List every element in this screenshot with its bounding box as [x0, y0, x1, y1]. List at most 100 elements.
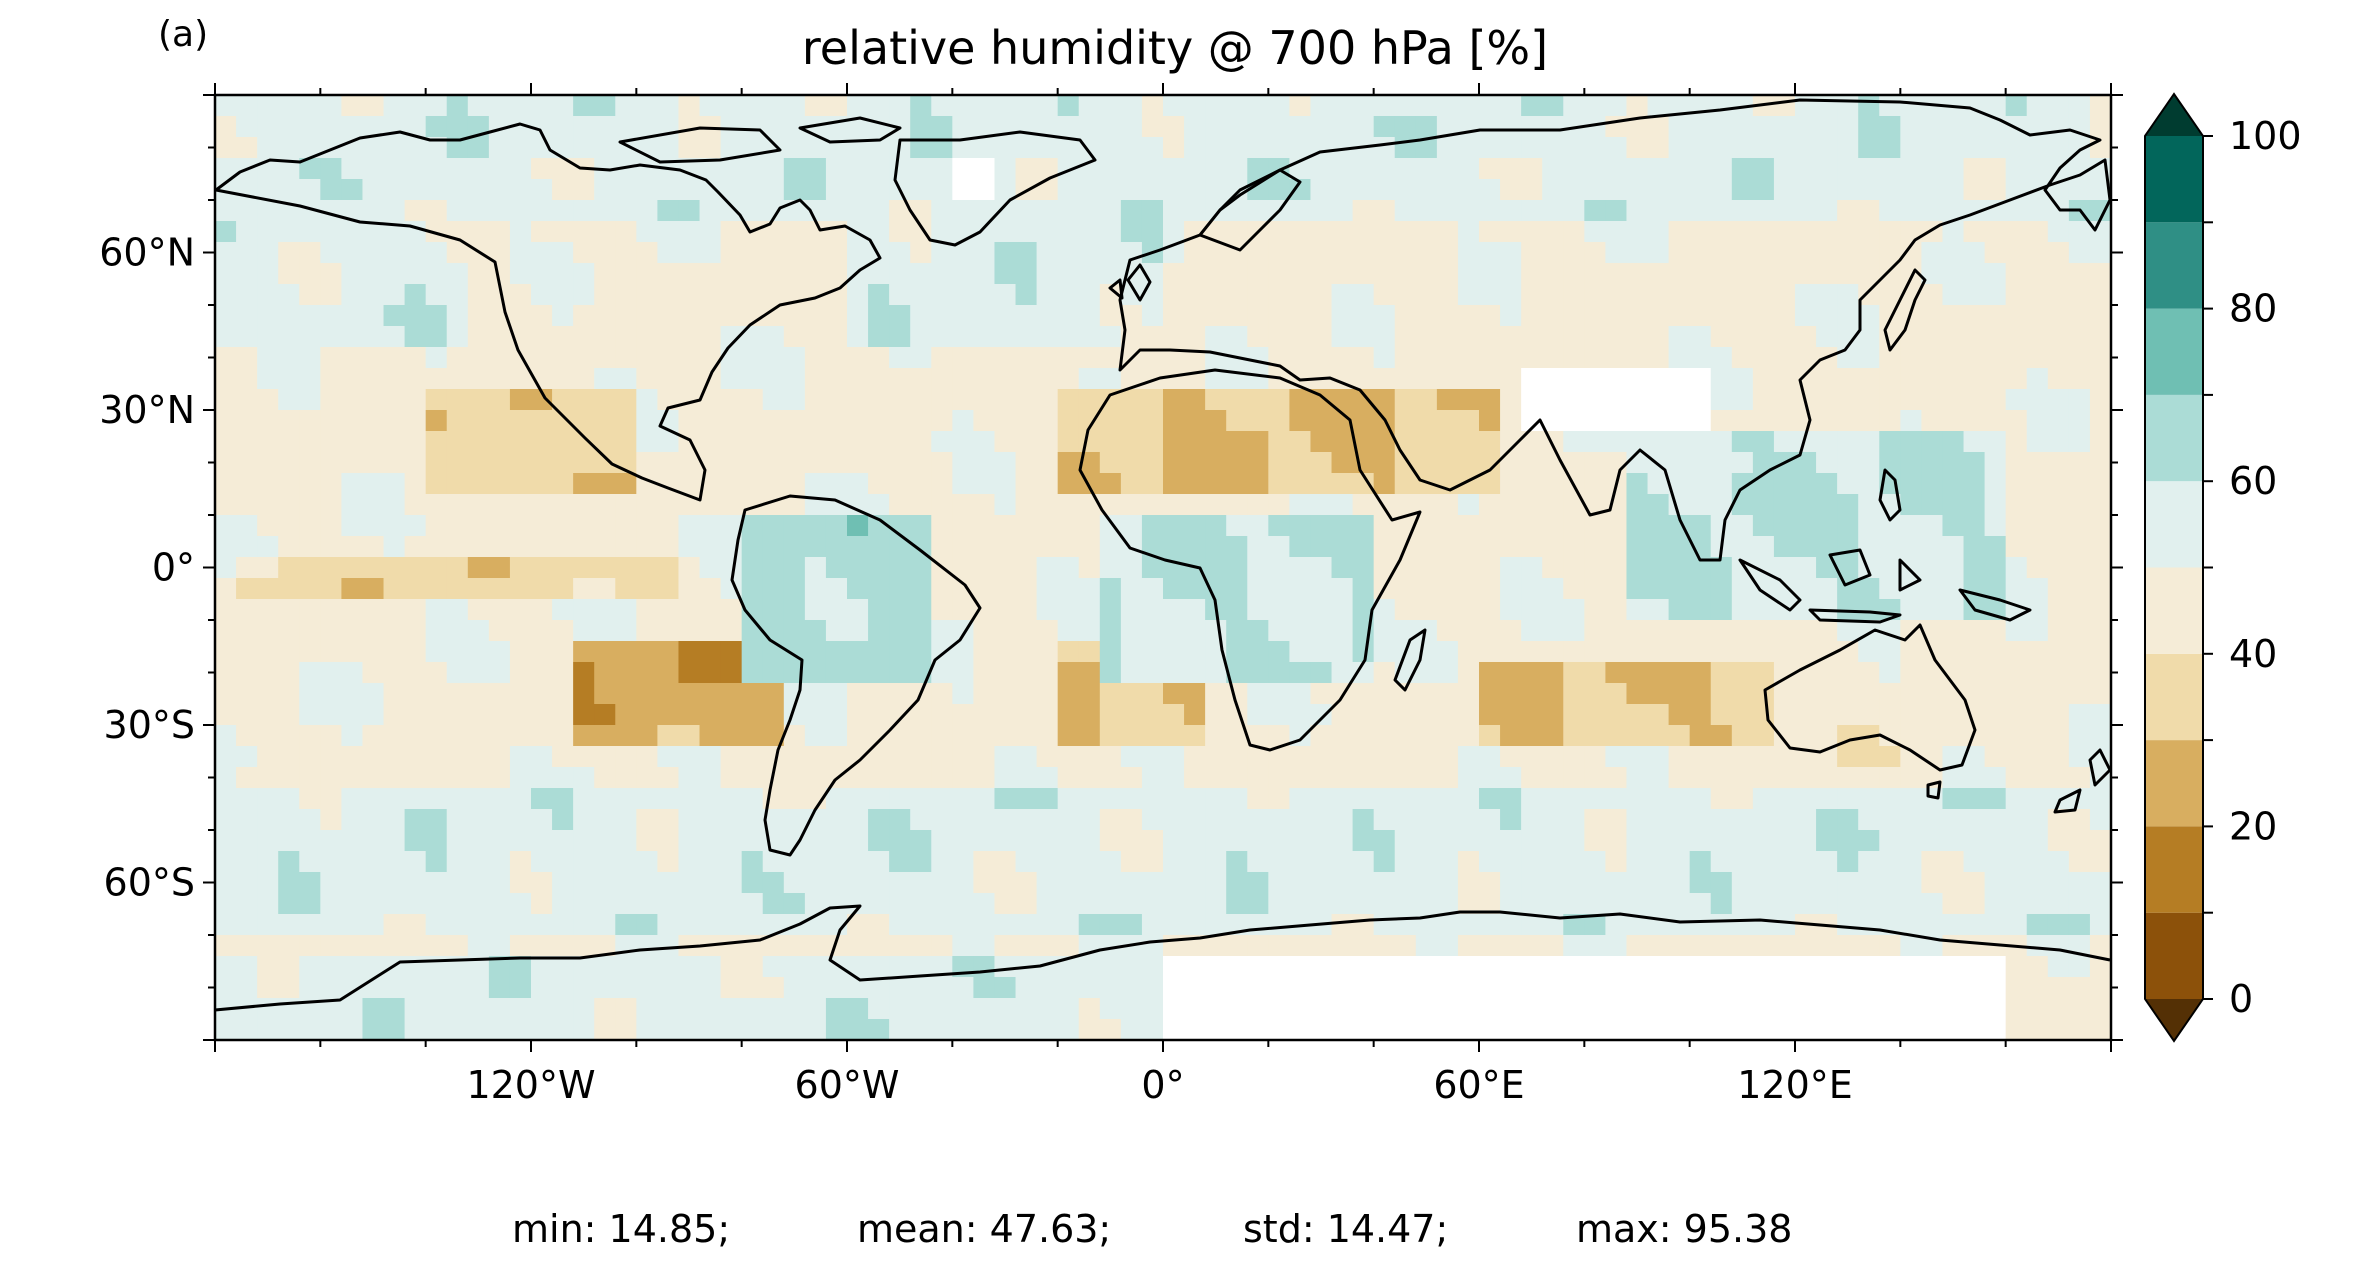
- rh-cell: [1205, 851, 1227, 873]
- rh-cell: [1710, 494, 1733, 516]
- rh-cell: [1563, 872, 1585, 894]
- rh-cell: [320, 662, 342, 684]
- rh-cell: [1415, 935, 1438, 957]
- rh-cell: [1563, 914, 1585, 936]
- rh-cell: [741, 389, 764, 411]
- rh-cell: [1057, 725, 1080, 747]
- rh-cell: [509, 893, 532, 915]
- rh-cell: [1436, 998, 1459, 1020]
- rh-cell: [1795, 851, 1817, 873]
- rh-cell: [531, 956, 553, 978]
- rh-cell: [467, 809, 490, 831]
- rh-cell: [783, 746, 806, 768]
- rh-cell: [1837, 809, 1859, 831]
- rh-cell: [783, 1019, 806, 1041]
- rh-cell: [1099, 452, 1122, 474]
- rh-cell: [2089, 893, 2112, 915]
- rh-cell: [446, 1019, 469, 1041]
- rh-cell: [1752, 767, 1775, 789]
- rh-cell: [2005, 431, 2028, 453]
- rh-cell: [1858, 389, 1880, 411]
- rh-cell: [2068, 578, 2091, 600]
- rh-cell: [1921, 389, 1944, 411]
- rh-cell: [952, 515, 974, 537]
- rh-cell: [1457, 200, 1480, 222]
- rh-cell: [678, 473, 701, 495]
- rh-cell: [678, 599, 701, 621]
- rh-cell: [783, 725, 806, 747]
- rh-cell: [1816, 830, 1838, 852]
- rh-cell: [1331, 578, 1354, 600]
- rh-cell: [1394, 893, 1417, 915]
- rh-cell: [1647, 578, 1670, 600]
- rh-cell: [552, 221, 574, 243]
- rh-cell: [1479, 788, 1501, 810]
- rh-cell: [1120, 851, 1143, 873]
- rh-cell: [1036, 95, 1059, 117]
- rh-cell: [552, 683, 574, 705]
- rh-cell: [1352, 263, 1375, 285]
- rh-cell: [1479, 515, 1501, 537]
- rh-cell: [531, 851, 553, 873]
- rh-cell: [1163, 683, 1185, 705]
- rh-cell: [1015, 725, 1038, 747]
- rh-cell: [1310, 599, 1333, 621]
- rh-cell: [1141, 410, 1164, 432]
- rh-cell: [1394, 851, 1417, 873]
- rh-cell: [1521, 494, 1543, 516]
- rh-cell: [868, 746, 890, 768]
- rh-cell: [1900, 326, 1922, 348]
- rh-cell: [1057, 746, 1080, 768]
- rh-cell: [1436, 221, 1459, 243]
- rh-cell: [804, 368, 827, 390]
- rh-cell: [1226, 494, 1248, 516]
- rh-cell: [531, 935, 553, 957]
- rh-cell: [257, 263, 279, 285]
- rh-cell: [615, 620, 637, 642]
- rh-cell: [1521, 788, 1543, 810]
- rh-cell: [1795, 158, 1817, 180]
- rh-cell: [1078, 914, 1101, 936]
- rh-cell: [341, 998, 364, 1020]
- rh-cell: [1668, 767, 1691, 789]
- rh-cell: [1394, 956, 1417, 978]
- coastline-scandinavia: [1198, 168, 1302, 252]
- rh-cell: [1099, 137, 1122, 159]
- rh-cell: [741, 242, 764, 264]
- rh-cell: [1858, 998, 1880, 1020]
- rh-cell: [1373, 95, 1396, 117]
- rh-cell: [1942, 368, 1965, 390]
- rh-cell: [1647, 347, 1670, 369]
- rh-cell: [1331, 662, 1354, 684]
- rh-cell: [1795, 872, 1817, 894]
- rh-cell: [994, 746, 1017, 768]
- rh-cell: [1584, 683, 1606, 705]
- rh-cell: [404, 200, 427, 222]
- rh-cell: [215, 368, 237, 390]
- rh-cell: [2005, 809, 2028, 831]
- rh-cell: [531, 473, 553, 495]
- rh-cell: [889, 431, 911, 453]
- rh-cell: [320, 599, 342, 621]
- rh-cell: [1184, 494, 1206, 516]
- rh-cell: [1942, 284, 1965, 306]
- rh-cell: [2047, 242, 2070, 264]
- rh-cell: [341, 473, 364, 495]
- rh-cell: [1710, 200, 1733, 222]
- rh-cell: [257, 599, 279, 621]
- rh-cell: [762, 956, 785, 978]
- rh-cell: [1078, 683, 1101, 705]
- rh-cell: [236, 746, 258, 768]
- rh-cell: [804, 242, 827, 264]
- rh-cell: [1099, 998, 1122, 1020]
- rh-cell: [1078, 494, 1101, 516]
- rh-cell: [2068, 242, 2091, 264]
- rh-cell: [1436, 914, 1459, 936]
- rh-cell: [1226, 830, 1248, 852]
- rh-cell: [1521, 893, 1543, 915]
- rh-cell: [1837, 410, 1859, 432]
- rh-cell: [762, 578, 785, 600]
- rh-cell: [1500, 683, 1522, 705]
- rh-cell: [2068, 95, 2091, 117]
- rh-cell: [952, 872, 974, 894]
